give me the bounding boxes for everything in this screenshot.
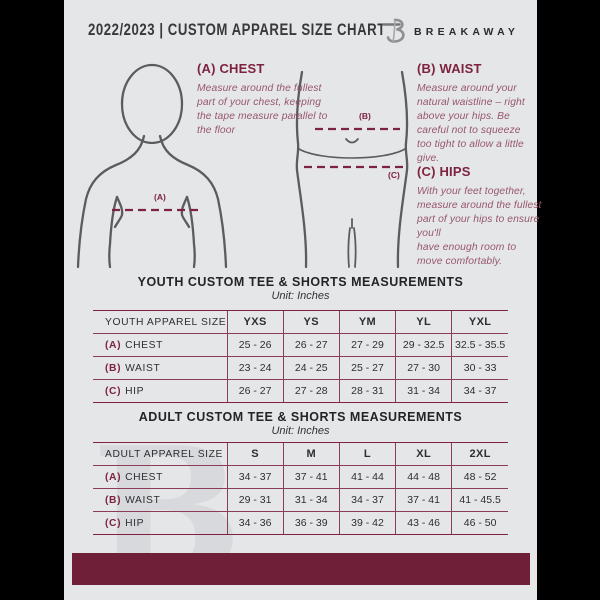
adult-size-table: ADULT APPAREL SIZE S M L XL 2XL (A) CHEST… — [93, 442, 508, 535]
row-label: WAIST — [125, 494, 161, 506]
size-cell: 27 - 28 — [282, 379, 340, 403]
row-prefix: (A) — [105, 471, 122, 483]
hips-marker-label: (C) — [388, 170, 400, 180]
waist-marker-label: (B) — [359, 111, 371, 121]
row-label-cell: (A) CHEST — [93, 333, 227, 357]
header-cell: ADULT APPAREL SIZE — [93, 442, 227, 466]
row-label: HIP — [125, 385, 145, 397]
row-label: HIP — [125, 517, 145, 529]
size-cell: 25 - 26 — [226, 333, 284, 357]
size-cell: 25 - 27 — [338, 356, 396, 380]
hips-instruction-text: With your feet together, measure around … — [417, 186, 542, 267]
measurement-figures-illustration — [76, 63, 409, 269]
size-cell: 37 - 41 — [282, 465, 340, 489]
size-cell: 26 - 27 — [282, 333, 340, 357]
size-cell: 41 - 44 — [338, 465, 396, 489]
row-label: CHEST — [125, 471, 164, 483]
size-cell: 37 - 41 — [395, 488, 452, 512]
hips-heading: (C) HIPS — [417, 164, 471, 179]
size-cell: 46 - 50 — [451, 511, 508, 535]
size-chart-page: 2022/2023 | CUSTOM APPAREL SIZE CHART BR… — [64, 0, 541, 600]
size-cell: 23 - 24 — [226, 356, 284, 380]
youth-size-table: YOUTH APPAREL SIZE YXS YS YM YL YXL (A) C… — [93, 310, 508, 403]
size-cell: 34 - 37 — [226, 465, 284, 489]
size-cell: 34 - 37 — [451, 379, 508, 403]
waist-instruction-text: Measure around your natural waistline – … — [417, 83, 525, 164]
size-cell: 41 - 45.5 — [451, 488, 508, 512]
row-prefix: (B) — [105, 494, 122, 506]
youth-table-title: YOUTH CUSTOM TEE & SHORTS MEASUREMENTS — [137, 275, 464, 289]
header-cell: S — [226, 442, 284, 466]
header-cell: YXS — [226, 310, 284, 334]
table-row: (B) WAIST 29 - 31 31 - 34 34 - 37 37 - 41… — [93, 488, 508, 512]
table-row: (A) CHEST 34 - 37 37 - 41 41 - 44 44 - 48… — [93, 465, 508, 489]
row-label-cell: (B) WAIST — [93, 488, 227, 512]
youth-header-row: YOUTH APPAREL SIZE YXS YS YM YL YXL — [93, 310, 508, 334]
table-row: (C) HIP 26 - 27 27 - 28 28 - 31 31 - 34 3… — [93, 379, 508, 403]
header-cell: 2XL — [451, 442, 508, 466]
size-cell: 24 - 25 — [282, 356, 340, 380]
size-cell: 34 - 36 — [226, 511, 284, 535]
header-cell: YXL — [451, 310, 508, 334]
youth-table-unit: Unit: Inches — [271, 290, 330, 302]
header-cell: M — [282, 442, 340, 466]
size-cell: 26 - 27 — [226, 379, 284, 403]
row-prefix: (B) — [105, 362, 122, 374]
page-title: 2022/2023 | CUSTOM APPAREL SIZE CHART — [88, 21, 386, 40]
brand-name: BREAKAWAY — [414, 26, 520, 38]
row-prefix: (C) — [105, 385, 122, 397]
header-cell: YL — [395, 310, 452, 334]
header-cell: YS — [282, 310, 340, 334]
size-cell: 44 - 48 — [395, 465, 452, 489]
row-prefix: (C) — [105, 517, 122, 529]
adult-table-unit: Unit: Inches — [271, 425, 330, 437]
chest-heading: (A) CHEST — [197, 61, 265, 76]
size-cell: 27 - 29 — [338, 333, 396, 357]
waist-heading: (B) WAIST — [417, 61, 482, 76]
footer-bar — [72, 553, 530, 585]
size-cell: 32.5 - 35.5 — [451, 333, 508, 357]
size-cell: 31 - 34 — [395, 379, 452, 403]
chest-instruction-text: Measure around the fullest part of your … — [197, 83, 328, 136]
size-cell: 36 - 39 — [282, 511, 340, 535]
breakaway-logo-icon — [382, 18, 405, 43]
header-cell: XL — [395, 442, 452, 466]
header-cell: L — [338, 442, 396, 466]
size-cell: 29 - 32.5 — [395, 333, 452, 357]
header-cell: YOUTH APPAREL SIZE — [93, 310, 227, 334]
size-cell: 43 - 46 — [395, 511, 452, 535]
size-cell: 28 - 31 — [338, 379, 396, 403]
header-cell: YM — [338, 310, 396, 334]
size-cell: 48 - 52 — [451, 465, 508, 489]
table-row: (C) HIP 34 - 36 36 - 39 39 - 42 43 - 46 4… — [93, 511, 508, 535]
size-cell: 30 - 33 — [451, 356, 508, 380]
torso-figure — [76, 63, 228, 269]
size-cell: 31 - 34 — [282, 488, 340, 512]
row-label: CHEST — [125, 339, 164, 351]
row-label-cell: (A) CHEST — [93, 465, 227, 489]
adult-header-row: ADULT APPAREL SIZE S M L XL 2XL — [93, 442, 508, 466]
row-label: WAIST — [125, 362, 161, 374]
row-label-cell: (C) HIP — [93, 379, 227, 403]
lower-body-figure — [295, 70, 409, 269]
size-cell: 27 - 30 — [395, 356, 452, 380]
row-label-cell: (B) WAIST — [93, 356, 227, 380]
adult-table-title: ADULT CUSTOM TEE & SHORTS MEASUREMENTS — [138, 410, 463, 424]
size-cell: 39 - 42 — [338, 511, 396, 535]
chest-marker-label: (A) — [154, 192, 166, 202]
table-row: (A) CHEST 25 - 26 26 - 27 27 - 29 29 - 32… — [93, 333, 508, 357]
table-row: (B) WAIST 23 - 24 24 - 25 25 - 27 27 - 30… — [93, 356, 508, 380]
row-label-cell: (C) HIP — [93, 511, 227, 535]
row-prefix: (A) — [105, 339, 122, 351]
size-cell: 34 - 37 — [338, 488, 396, 512]
size-cell: 29 - 31 — [226, 488, 284, 512]
